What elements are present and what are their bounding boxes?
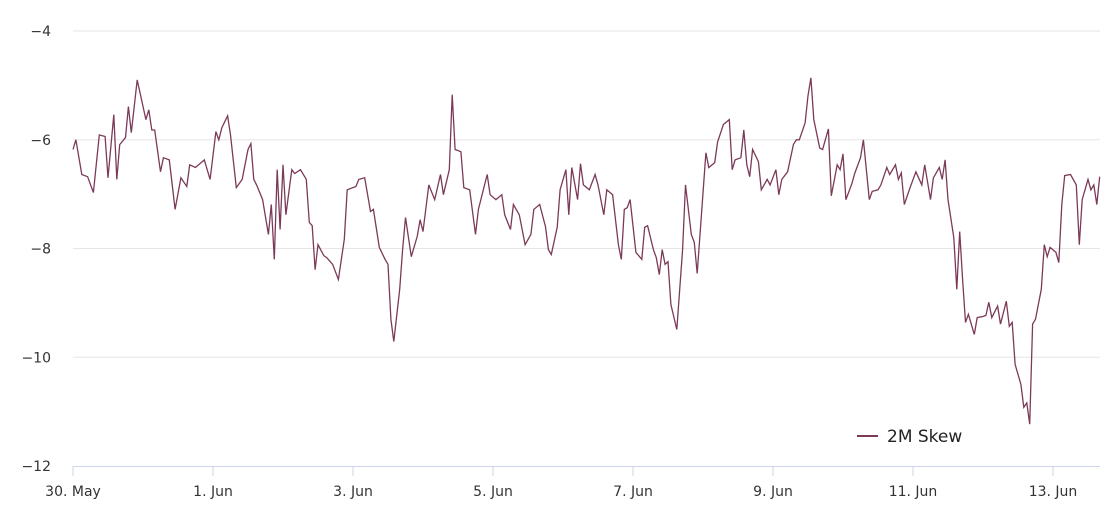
x-tick-label: 13. Jun bbox=[1029, 484, 1078, 500]
gridlines bbox=[73, 30, 1100, 358]
x-tick-label: 11. Jun bbox=[889, 484, 938, 500]
legend-label: 2M Skew bbox=[887, 427, 962, 447]
x-tick-label: 7. Jun bbox=[613, 484, 653, 500]
x-tick-label: 5. Jun bbox=[473, 484, 513, 500]
legend[interactable]: 2M Skew bbox=[857, 427, 962, 447]
y-tick-label: −6 bbox=[30, 133, 51, 149]
x-tick-label: 30. May bbox=[45, 484, 101, 500]
x-axis: 30. May 1. Jun 3. Jun 5. Jun 7. Jun 9. Jun 11.… bbox=[45, 466, 1100, 500]
y-axis: −4 −6 −8 −10 −12 bbox=[21, 24, 51, 475]
x-tick-label: 1. Jun bbox=[193, 484, 233, 500]
y-tick-label: −8 bbox=[30, 242, 51, 258]
y-tick-label: −4 bbox=[30, 24, 51, 40]
x-tick-label: 9. Jun bbox=[753, 484, 793, 500]
series-line-2m-skew[interactable] bbox=[72, 77, 1101, 425]
x-tick-label: 3. Jun bbox=[333, 484, 373, 500]
y-tick-label: −12 bbox=[21, 459, 51, 475]
y-tick-label: −10 bbox=[21, 350, 51, 366]
